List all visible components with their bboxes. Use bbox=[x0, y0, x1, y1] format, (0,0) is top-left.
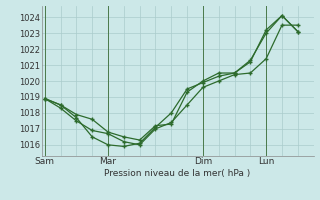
X-axis label: Pression niveau de la mer( hPa ): Pression niveau de la mer( hPa ) bbox=[104, 169, 251, 178]
